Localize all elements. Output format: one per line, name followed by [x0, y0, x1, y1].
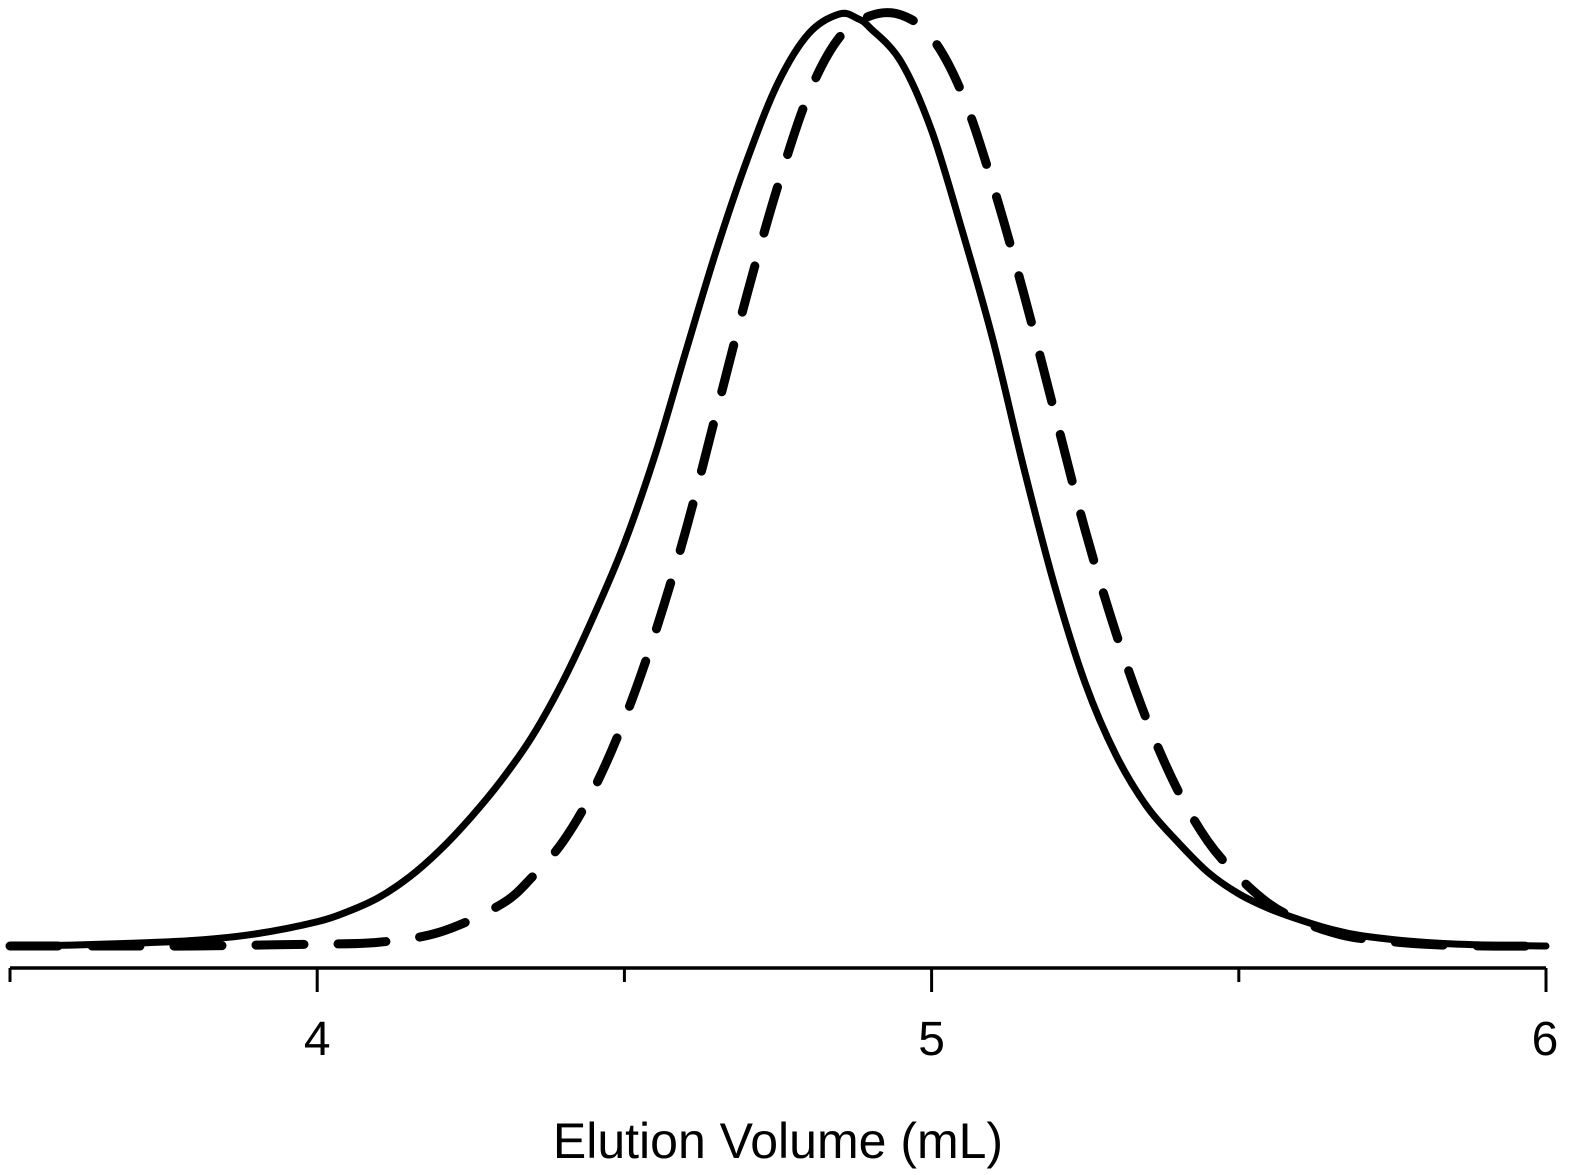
- dashed-series-line: [5, 8, 1551, 951]
- x-tick-label: 4: [304, 1013, 331, 1066]
- plot-curves: [5, 8, 1551, 951]
- x-axis-title: Elution Volume (mL): [553, 1113, 1003, 1169]
- x-tick-label: 5: [918, 1013, 945, 1066]
- x-tick-label: 6: [1532, 1013, 1559, 1066]
- x-axis: 4 5 6: [8, 966, 1559, 1066]
- solid-series-line: [6, 9, 1550, 950]
